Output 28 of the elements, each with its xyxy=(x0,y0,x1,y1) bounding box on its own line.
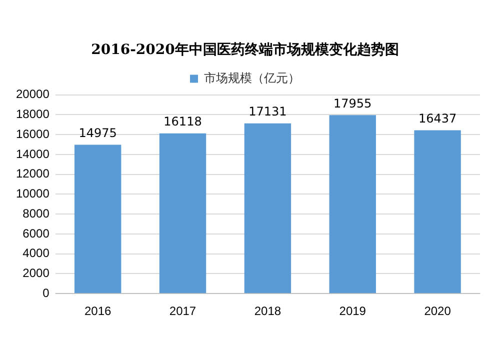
y-tick-label: 6000 xyxy=(22,226,50,240)
y-tick-label: 16000 xyxy=(16,126,50,141)
data-label: 14975 xyxy=(78,126,117,140)
data-label: 16437 xyxy=(418,111,457,126)
chart-title: 2016-2020年中国医药终端市场规模变化趋势图 xyxy=(91,41,399,58)
x-tick-label: 2016 xyxy=(84,304,112,318)
y-tick-label: 18000 xyxy=(16,106,50,121)
data-label: 16118 xyxy=(164,114,202,129)
y-tick-label: 20000 xyxy=(16,87,50,102)
x-tick-label: 2019 xyxy=(339,304,366,318)
x-tick-label: 2018 xyxy=(254,304,282,318)
bar xyxy=(414,130,461,294)
data-label: 17955 xyxy=(334,96,372,110)
legend-label: 市场规模（亿元） xyxy=(204,71,300,86)
y-tick-label: 10000 xyxy=(16,186,50,201)
bar xyxy=(329,115,376,294)
y-tick-label: 2000 xyxy=(22,266,50,280)
bar xyxy=(159,133,206,294)
x-tick-label: 2017 xyxy=(169,304,196,318)
data-label: 17131 xyxy=(248,104,287,118)
y-tick-label: 12000 xyxy=(16,166,50,181)
y-tick-label: 8000 xyxy=(22,206,50,220)
y-tick-label: 0 xyxy=(42,286,50,300)
bar xyxy=(74,144,122,294)
y-tick-label: 14000 xyxy=(16,146,50,161)
y-tick-label: 4000 xyxy=(22,246,50,260)
x-tick-label: 2020 xyxy=(424,304,452,318)
bar xyxy=(244,123,292,294)
